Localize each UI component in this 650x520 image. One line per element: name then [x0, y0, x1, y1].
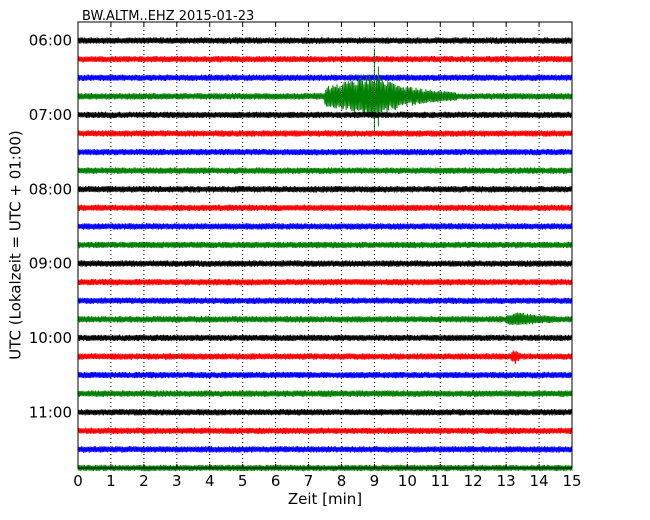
trace-0700: [77, 111, 573, 119]
trace-1045: [77, 390, 573, 397]
y-axis-title: UTC (Lokalzeit = UTC + 01:00): [7, 130, 25, 360]
tick-marks: [77, 22, 573, 468]
trace-0830: [77, 223, 573, 230]
plot-frame: [77, 21, 573, 469]
trace-0600: [77, 37, 573, 44]
trace-group: [77, 37, 573, 472]
trace-1100: [77, 409, 573, 416]
tick-labels: 0 1 2 3 4 5 6 7 8 9 10 11 12 13 14 1506:0007:0008:0009:…: [29, 32, 582, 490]
trace-0730: [77, 148, 573, 156]
x-tick-label: 12: [464, 472, 483, 490]
y-tick-label: 11:00: [29, 403, 72, 421]
trace-0845: [77, 241, 573, 249]
x-tick-label: 0: [73, 472, 83, 490]
trace-0800: [77, 186, 573, 193]
trace-0815: [77, 204, 573, 212]
trace-1115: [77, 427, 573, 435]
y-tick-label: 10:00: [29, 329, 72, 347]
trace-1015: [77, 350, 573, 364]
trace-1000: [77, 334, 573, 342]
x-tick-label: 8: [337, 472, 347, 490]
x-tick-label: 1: [106, 472, 116, 490]
trace-0915: [77, 278, 573, 286]
chart-title: BW.ALTM..EHZ 2015-01-23: [82, 9, 254, 24]
x-tick-label: 5: [238, 472, 248, 490]
x-tick-label: 15: [562, 472, 581, 490]
x-tick-label: 2: [139, 472, 149, 490]
y-tick-label: 09:00: [29, 255, 72, 273]
trace-0615: [77, 55, 573, 63]
trace-0715: [77, 130, 573, 137]
x-tick-label: 9: [370, 472, 380, 490]
x-axis-title: Zeit [min]: [288, 490, 362, 508]
y-tick-label: 06:00: [29, 32, 72, 50]
trace-1130: [77, 446, 573, 453]
x-tick-label: 6: [271, 472, 281, 490]
x-tick-label: 3: [172, 472, 182, 490]
trace-1030: [77, 371, 573, 379]
x-tick-label: 10: [398, 472, 417, 490]
trace-0930: [77, 297, 573, 304]
y-tick-label: 08:00: [29, 180, 72, 198]
trace-0945: [77, 312, 573, 326]
trace-0745: [77, 167, 573, 174]
x-tick-label: 13: [497, 472, 516, 490]
y-tick-label: 07:00: [29, 106, 72, 124]
x-tick-label: 14: [530, 472, 549, 490]
trace-1145: [77, 464, 573, 472]
trace-0630: [77, 74, 573, 81]
x-tick-label: 11: [431, 472, 450, 490]
trace-0900: [77, 260, 573, 267]
x-tick-label: 7: [304, 472, 314, 490]
x-tick-label: 4: [205, 472, 215, 490]
